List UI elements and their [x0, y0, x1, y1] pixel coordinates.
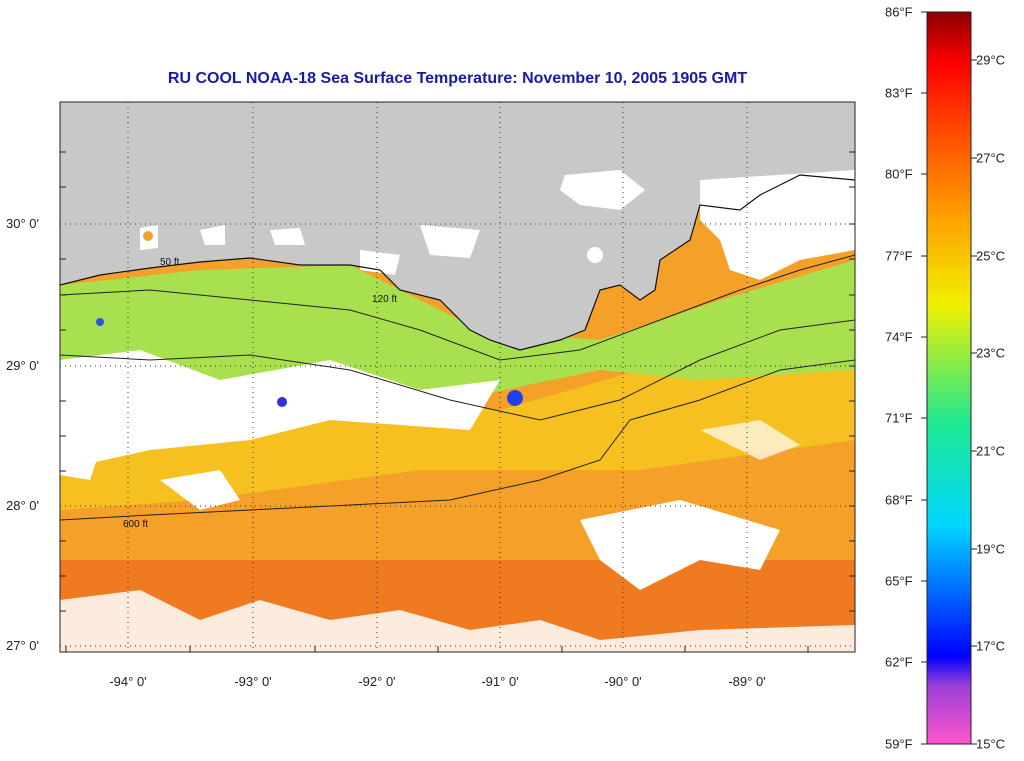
cb-f-68: 68°F	[885, 492, 913, 508]
cb-f-65: 65°F	[885, 573, 913, 589]
cb-c-19: 19°C	[976, 541, 1006, 557]
colorbar-ticks	[921, 11, 977, 745]
cloud-area-5	[160, 470, 240, 510]
cold-spot-3	[96, 318, 104, 326]
cb-f-74: 74°F	[885, 329, 913, 345]
inland-lake-3	[420, 225, 480, 258]
cb-c-29: 29°C	[976, 52, 1006, 68]
contour-label-600ft: 600 ft	[123, 519, 148, 530]
contour-label-50ft: 50 ft	[160, 257, 180, 268]
cb-c-17: 17°C	[976, 638, 1006, 654]
colorbar	[926, 11, 972, 745]
nearshore-water-region	[60, 260, 855, 400]
lon-label-89: -89° 0'	[728, 674, 766, 689]
contour-120ft	[60, 319, 855, 421]
map-title: RU COOL NOAA-18 Sea Surface Temperature:…	[167, 70, 748, 87]
cold-spot-2	[277, 397, 287, 407]
frame-ticks	[60, 151, 855, 652]
cb-c-21: 21°C	[976, 443, 1006, 459]
lake-pontchartrain	[560, 170, 645, 210]
cb-c-25: 25°C	[976, 248, 1006, 264]
inland-lake-1	[200, 225, 225, 245]
cb-f-62: 62°F	[885, 654, 913, 670]
inland-lake-2	[270, 228, 305, 245]
contour-50ft	[60, 254, 855, 361]
lon-label-93: -93° 0'	[234, 674, 272, 689]
map-frame	[59, 101, 856, 653]
lat-label-27: 27° 0'	[6, 638, 39, 653]
cb-f-71: 71°F	[885, 410, 913, 426]
cloud-area-2	[60, 440, 100, 480]
lat-label-29: 29° 0'	[6, 358, 39, 373]
cloud-area-6	[700, 420, 800, 460]
inland-warm-spot	[143, 231, 153, 241]
cold-spot-1	[507, 390, 523, 406]
cb-f-86: 86°F	[885, 4, 913, 20]
cloud-area-3	[580, 500, 780, 590]
contour-600ft	[60, 359, 855, 521]
cb-f-83: 83°F	[885, 85, 913, 101]
cb-f-80: 80°F	[885, 166, 913, 182]
mississippi-sound-cloud	[700, 170, 855, 280]
cb-c-23: 23°C	[976, 345, 1006, 361]
lat-label-28: 28° 0'	[6, 498, 39, 513]
map-imagery	[60, 102, 855, 652]
cb-c-27: 27°C	[976, 150, 1006, 166]
lat-label-30: 30° 0'	[6, 216, 39, 231]
graticule	[60, 102, 855, 652]
cb-f-59: 59°F	[885, 736, 913, 752]
inland-lake-6	[587, 247, 603, 263]
cloud-area-4	[60, 590, 855, 652]
lon-label-90: -90° 0'	[604, 674, 642, 689]
land-mass	[60, 102, 855, 350]
coastline	[60, 174, 855, 351]
cloud-area-1	[60, 350, 500, 470]
lon-label-92: -92° 0'	[358, 674, 396, 689]
cb-c-15: 15°C	[976, 736, 1006, 752]
lon-label-91: -91° 0'	[481, 674, 519, 689]
contour-label-120ft: 120 ft	[372, 294, 397, 305]
cb-f-77: 77°F	[885, 248, 913, 264]
lon-label-94: -94° 0'	[109, 674, 147, 689]
